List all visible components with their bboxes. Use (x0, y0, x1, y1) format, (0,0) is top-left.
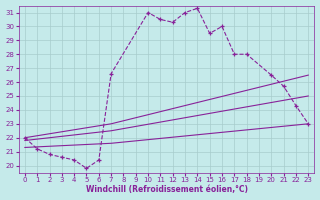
X-axis label: Windchill (Refroidissement éolien,°C): Windchill (Refroidissement éolien,°C) (85, 185, 248, 194)
